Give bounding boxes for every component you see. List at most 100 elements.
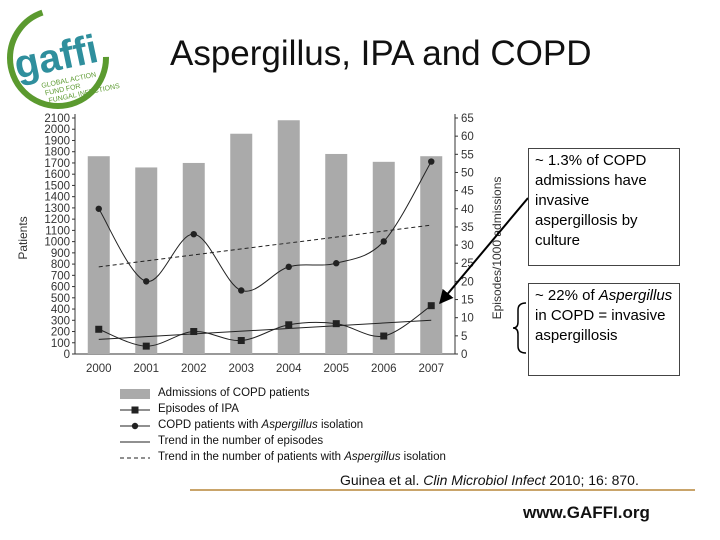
y2-tick-label: 45 [461,186,474,198]
y-tick-label: 2100 [44,113,70,125]
citation: Guinea et al. Clin Microbiol Infect 2010… [340,472,639,488]
y2-tick-label: 55 [461,149,474,161]
ipa-episodes-point [190,328,198,336]
legend-entry: Trend in the number of patients with Asp… [118,450,478,466]
bar-admissions [420,156,443,354]
aspergillus-isolation-point [190,230,197,238]
y2-tick-label: 50 [461,167,474,179]
y2-tick-label: 40 [461,204,474,216]
trend-episodes-line [98,319,432,340]
y-tick-label: 600 [51,282,70,294]
legend-entry: Episodes of IPA [118,402,478,418]
y2-tick-label: 10 [461,313,474,325]
ipa-episodes-point [380,332,388,340]
legend-label: Trend in the number of episodes [158,435,324,447]
aspergillus-isolation-point [95,205,102,212]
citation-journal: Clin Microbiol Infect [423,472,546,488]
y-tick-label: 900 [51,248,70,260]
brace-icon [512,302,527,354]
y-tick-label: 300 [51,315,70,327]
x-tick-label: 2003 [228,363,254,375]
y2-tick-label: 30 [461,240,474,252]
legend-entry: Trend in the number of episodes [118,434,478,450]
y-tick-label: 1200 [44,214,70,226]
bar-admissions [230,133,253,354]
bar-admissions [277,120,300,354]
y-tick-label: 800 [51,259,70,271]
y2-tick-label: 0 [461,349,467,361]
aspergillus-isolation-point [428,158,435,165]
y-tick-label: 2000 [44,124,70,136]
slide-title: Aspergillus, IPA and COPD [170,34,592,73]
y-tick-label: 100 [51,338,70,350]
footer-url: www.GAFFI.org [523,503,650,522]
legend-swatch [120,441,150,443]
y-tick-label: 1000 [44,237,70,249]
legend-swatch [120,406,150,414]
bar-admissions [135,167,158,354]
y2-tick-label: 65 [461,113,474,125]
annotation-box-proportion: ~ 22% of Aspergillus in COPD = invasive … [528,283,680,376]
annotation-proportion-italic: Aspergillus [598,287,673,304]
y-tick-label: 200 [51,327,70,339]
annotation-proportion-2: in COPD = invasive aspergillosis [535,307,666,344]
accent-rule [190,489,695,491]
y2-tick-label: 20 [461,276,474,288]
ipa-episodes-point [142,342,150,350]
annotation-incidence-text: ~ 1.3% of COPD admissions have invasive … [535,152,647,249]
annotation-proportion-1: ~ 22% of [535,287,599,304]
x-tick-label: 2001 [133,363,159,375]
x-tick-label: 2004 [276,363,302,375]
y-tick-label: 700 [51,270,70,282]
ipa-episodes-point [285,321,293,329]
legend-label: COPD patients with Aspergillus isolation [158,419,364,431]
y-tick-label: 1700 [44,158,70,170]
x-tick-label: 2006 [371,363,397,375]
legend-entry: COPD patients with Aspergillus isolation [118,418,478,434]
y-tick-label: 400 [51,304,70,316]
gaffi-logo: gaffi GLOBAL ACTION FUND FOR FUNGAL INFE… [7,7,120,109]
bar-admissions [325,153,348,354]
citation-volume: 2010; 16: 870. [545,472,639,488]
x-tick-label: 2002 [181,363,207,375]
y-tick-label: 1600 [44,169,70,181]
legend-label: Admissions of COPD patients [158,387,310,399]
legend-swatch [120,422,150,430]
bar-admissions [372,161,395,354]
ipa-episodes-line [98,305,432,347]
y-tick-label: 1500 [44,180,70,192]
ipa-episodes-point [95,325,103,333]
aspergillus-isolation-point [238,287,245,294]
y-tick-label: 1300 [44,203,70,215]
aspergillus-isolation-point [143,278,150,285]
annotation-arrow [439,197,529,305]
y-axis-label: Patients [16,216,30,259]
x-tick-label: 2007 [418,363,444,375]
ipa-episodes-point [237,337,245,345]
y-tick-label: 1900 [44,135,70,147]
citation-authors: Guinea et al. [340,472,424,488]
ipa-episodes-point [427,302,435,310]
x-tick-label: 2000 [86,363,112,375]
y2-tick-label: 5 [461,331,467,343]
legend-entry: Admissions of COPD patients [118,386,478,402]
y2-tick-label: 60 [461,131,474,143]
legend-swatch [120,457,150,459]
y2-tick-label: 15 [461,295,474,307]
bar-admissions [182,162,205,354]
y-tick-label: 1100 [45,225,70,237]
aspergillus-isolation-point [380,238,387,245]
chart-legend: Admissions of COPD patients Episodes of I… [118,386,478,466]
legend-swatch [120,389,150,399]
y-tick-label: 0 [64,349,70,361]
y-tick-label: 500 [51,293,70,305]
ipa-episodes-point [332,320,340,328]
legend-label: Trend in the number of patients with Asp… [158,451,446,463]
x-tick-label: 2005 [323,363,349,375]
y2-tick-label: 35 [461,222,474,234]
y-tick-label: 1800 [44,147,70,159]
aspergillus-isolation-point [333,260,340,267]
bar-admissions [87,156,110,354]
legend-label: Episodes of IPA [158,403,239,415]
